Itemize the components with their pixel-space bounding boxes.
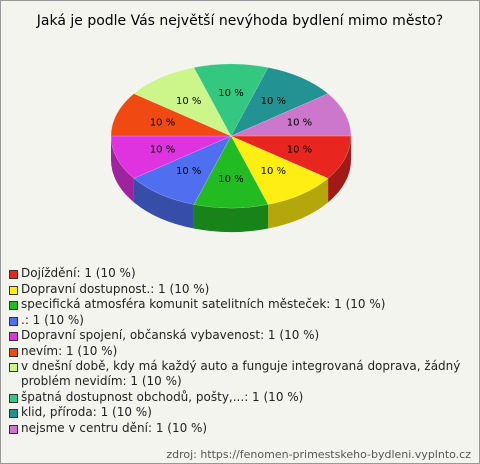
legend-swatch	[9, 285, 18, 295]
slice	[133, 67, 232, 137]
legend-swatch	[9, 270, 18, 279]
data-label: 10 %	[218, 88, 243, 99]
data-label: 10 %	[150, 118, 175, 129]
legend-item: špatná dostupnost obchodů, pošty,...: 1 …	[9, 390, 469, 405]
legend-label: Dojíždění: 1 (10 %)	[21, 266, 136, 280]
legend-swatch	[9, 393, 18, 403]
legend-item: Dopravní spojení, občanská vybavenost: 1…	[9, 328, 469, 343]
legend-swatch	[9, 332, 18, 341]
legend-label: klid, příroda: 1 (10 %)	[21, 405, 152, 419]
legend-swatch	[9, 301, 18, 310]
legend-swatch	[9, 316, 18, 326]
data-label: 10 %	[287, 144, 312, 155]
slice-side	[193, 204, 269, 232]
data-label: 10 %	[218, 174, 243, 185]
legend-item: nejsme v centru dění: 1 (10 %)	[9, 421, 469, 436]
legend: Dojíždění: 1 (10 %) Dopravní dostupnost.:…	[9, 266, 469, 436]
legend-item: v dnešní době, kdy má každý auto a fungu…	[9, 359, 469, 389]
slice-side	[133, 178, 194, 229]
data-label: 10 %	[287, 118, 312, 129]
legend-item: .: 1 (10 %)	[9, 313, 469, 328]
slice	[193, 135, 269, 209]
legend-swatch	[9, 409, 18, 418]
slice	[110, 135, 232, 179]
legend-item: Dopravní dostupnost.: 1 (10 %)	[9, 282, 469, 297]
slice	[230, 135, 329, 205]
data-label: 10 %	[176, 166, 201, 177]
data-label: 10 %	[150, 144, 175, 155]
source: zdroj: https://fenomen-primestskeho-bydl…	[166, 448, 471, 461]
slice	[230, 93, 352, 137]
legend-label: nejsme v centru dění: 1 (10 %)	[21, 420, 208, 435]
slice	[193, 63, 269, 137]
legend-label: špatná dostupnost obchodů, pošty,...: 1 …	[21, 389, 304, 404]
slice	[133, 135, 232, 205]
legend-label: Dopravní dostupnost.: 1 (10 %)	[21, 281, 210, 296]
slice-side	[111, 136, 134, 203]
legend-item: specifická atmosféra komunit satelitních…	[9, 297, 469, 312]
pie-area: Jaká je podle Vás největší nevýhoda bydl…	[36, 13, 443, 232]
legend-label: nevím: 1 (10 %)	[21, 343, 118, 358]
legend-swatch	[9, 363, 18, 372]
legend-item: nevím: 1 (10 %)	[9, 344, 469, 359]
slice	[230, 135, 352, 179]
legend-item: Dojíždění: 1 (10 %)	[9, 266, 469, 281]
slice	[110, 93, 232, 137]
legend-swatch	[9, 347, 18, 357]
data-label: 10 %	[261, 96, 286, 107]
slice-side	[328, 136, 351, 203]
slice-side	[268, 178, 329, 229]
legend-item: klid, příroda: 1 (10 %)	[9, 405, 469, 420]
legend-label: v dnešní době, kdy má každý auto a fungu…	[21, 359, 461, 388]
legend-label: .: 1 (10 %)	[21, 312, 84, 327]
data-label: 10 %	[261, 166, 286, 177]
chart-title: Jaká je podle Vás největší nevýhoda bydl…	[36, 13, 443, 29]
legend-label: Dopravní spojení, občanská vybavenost: 1…	[21, 328, 320, 342]
legend-swatch	[9, 424, 18, 434]
legend-label: specifická atmosféra komunit satelitních…	[21, 297, 386, 311]
data-label: 10 %	[176, 96, 201, 107]
slice	[230, 67, 329, 137]
